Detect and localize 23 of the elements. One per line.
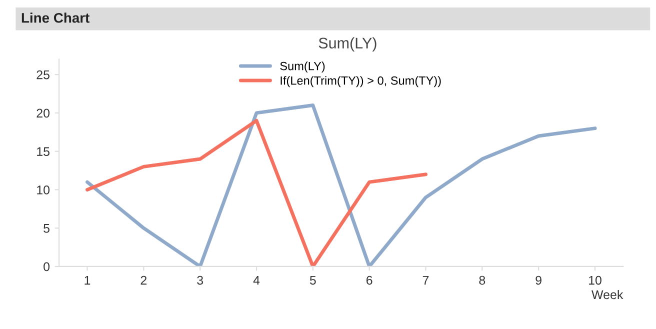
y-tick-label: 0 [44, 262, 50, 272]
chart-title: Line Chart [22, 12, 90, 23]
legend-label: Sum(LY) [280, 62, 325, 73]
x-axis-title: Week [592, 290, 624, 300]
y-tick-label: 20 [36, 108, 50, 118]
x-tick-label: 1 [84, 276, 90, 285]
y-tick-label: 15 [37, 147, 50, 156]
line-series [86, 118, 428, 266]
y-tick-label: 10 [37, 186, 50, 194]
legend-label: If(Len(Trim(TY)) > 0, Sum(TY)) [280, 76, 441, 88]
chart-subtitle: Sum(LY) [318, 37, 376, 52]
x-tick-label: 3 [197, 276, 204, 285]
y-tick-label: 5 [44, 224, 50, 233]
y-tick-label: 25 [36, 70, 50, 80]
x-tick-label: 7 [422, 276, 429, 285]
x-tick-label: 5 [310, 276, 316, 285]
x-tick-label: 8 [479, 276, 486, 285]
x-tick-label: 2 [140, 276, 147, 285]
x-tick-label: 4 [253, 276, 260, 285]
x-tick-label: 9 [536, 276, 542, 285]
x-tick-label: 6 [366, 276, 372, 285]
line-series [86, 104, 597, 266]
x-tick-label: 10 [588, 276, 602, 285]
